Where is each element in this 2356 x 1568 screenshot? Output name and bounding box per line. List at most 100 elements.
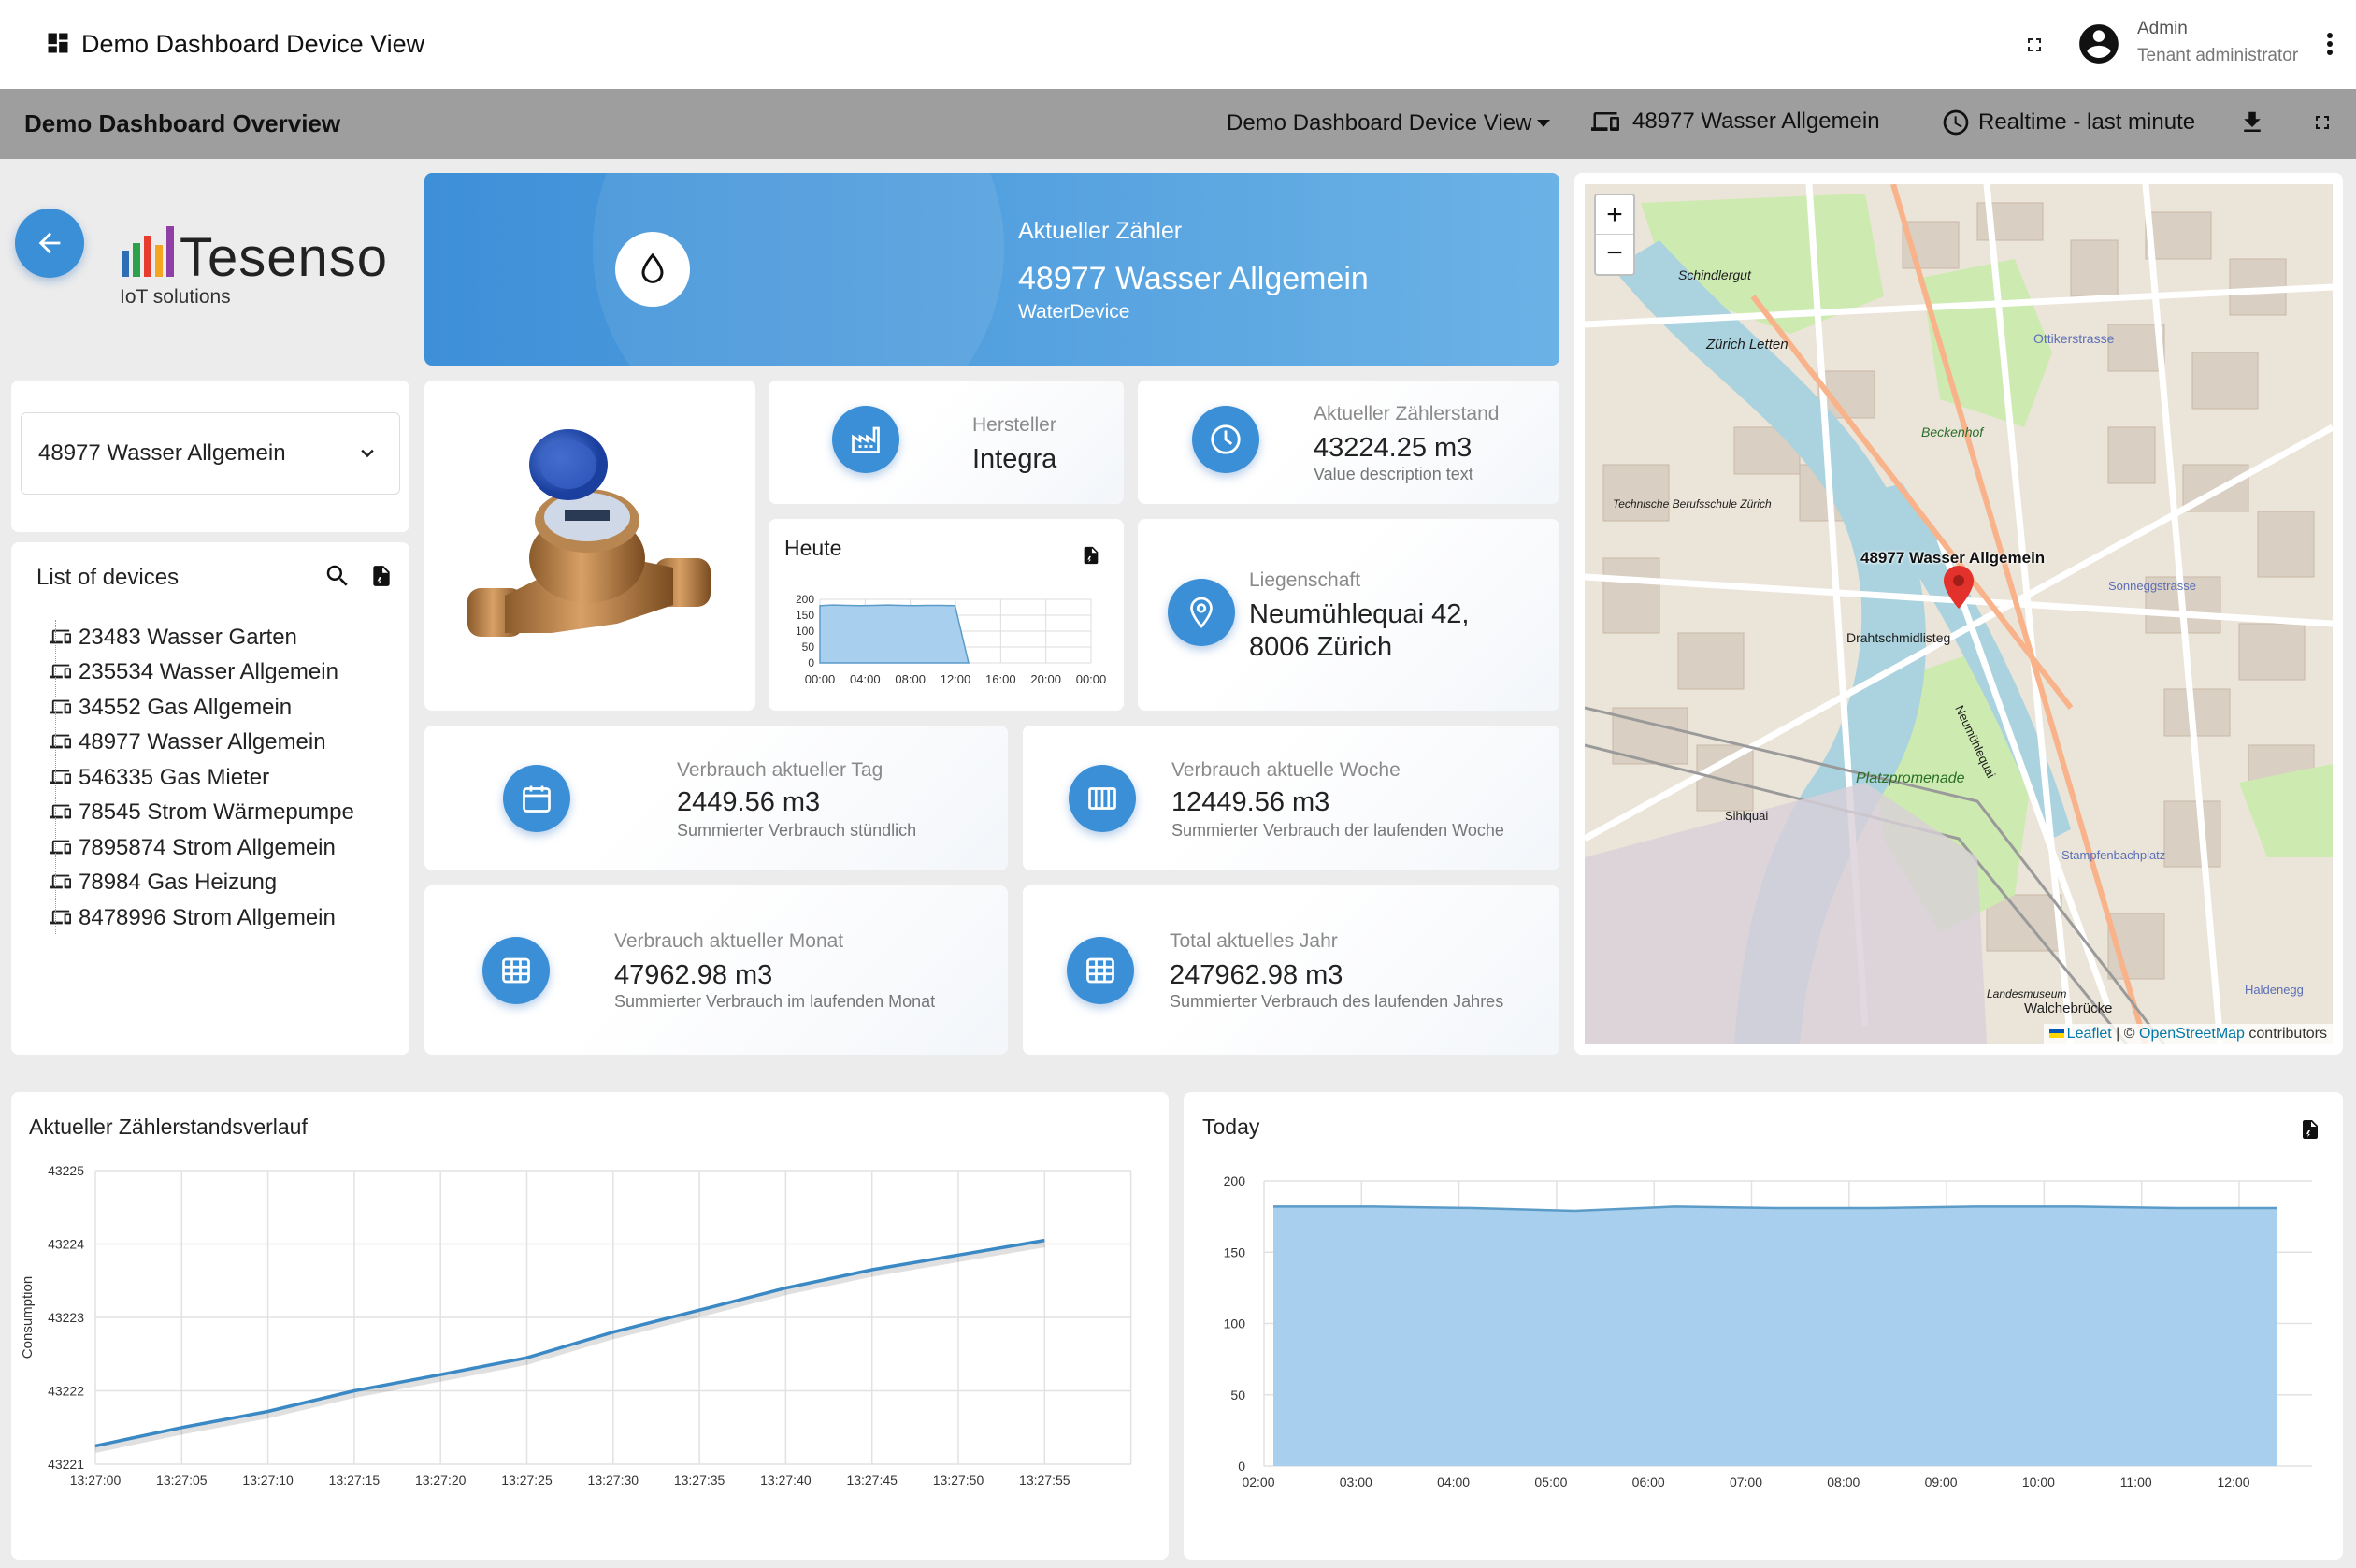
zoom-in-button[interactable]: +	[1596, 195, 1633, 235]
series-line	[1273, 1205, 2277, 1213]
account-icon[interactable]	[2076, 21, 2122, 67]
top-bar: Demo Dashboard Device View Admin Tenant …	[0, 0, 2356, 89]
device-list-item-label: 23483 Wasser Garten	[79, 624, 297, 650]
stat-card-month: Verbrauch aktueller Monat 47962.98 m3 Su…	[424, 885, 1008, 1055]
back-button[interactable]	[15, 209, 84, 278]
search-icon[interactable]	[323, 562, 352, 590]
stat-desc: Summierter Verbrauch des laufenden Jahre…	[1170, 992, 1504, 1011]
location-badge	[1168, 579, 1235, 646]
dashboard-state-select[interactable]: Demo Dashboard Device View	[1227, 110, 1551, 137]
device-list-item[interactable]: 8478996 Strom Allgemein	[49, 900, 404, 936]
device-list-item[interactable]: 78545 Strom Wärmepumpe	[49, 796, 404, 831]
x-tick-label: 13:27:25	[501, 1473, 553, 1488]
device-list-item[interactable]: 48977 Wasser Allgemein	[49, 726, 404, 761]
chart-title: Today	[1202, 1115, 1260, 1139]
heute-ytick: 200	[796, 594, 814, 606]
calendar-icon	[523, 785, 551, 813]
device-icon	[49, 837, 75, 859]
y-tick-label: 43223	[48, 1310, 84, 1325]
logo-tagline: IoT solutions	[120, 286, 231, 308]
heute-xtick: 00:00	[805, 672, 836, 686]
stat-value: 47962.98 m3	[614, 960, 773, 990]
device-list-item[interactable]: 23483 Wasser Garten	[49, 620, 404, 655]
zoom-control: + −	[1594, 194, 1635, 276]
map-view[interactable]: Schindlergut Zürich Letten Beckenhof Ott…	[1585, 184, 2333, 1044]
tesenso-logo: Tesenso IoT solutions	[120, 224, 387, 313]
x-tick-label: 06:00	[1632, 1474, 1665, 1489]
device-select[interactable]: 48977 Wasser Allgemein	[21, 412, 400, 495]
timewindow-label: Realtime - last minute	[1978, 109, 2196, 135]
x-tick-label: 02:00	[1242, 1474, 1274, 1489]
current-meter-header: Aktueller Zähler 48977 Wasser Allgemein …	[424, 173, 1559, 366]
factory-badge	[832, 406, 899, 473]
device-list-item[interactable]: 235534 Wasser Allgemein	[49, 655, 404, 691]
y-tick-label: 43222	[48, 1384, 84, 1399]
download-icon[interactable]	[2238, 107, 2266, 138]
stat-label: Verbrauch aktueller Tag	[677, 759, 884, 781]
fullscreen-dashboard-icon[interactable]	[2311, 111, 2335, 136]
device-list-item[interactable]: 78984 Gas Heizung	[49, 866, 404, 901]
device-list-item[interactable]: 546335 Gas Mieter	[49, 760, 404, 796]
heute-xtick: 08:00	[895, 672, 926, 686]
manufacturer-label: Hersteller	[972, 414, 1056, 436]
zoom-out-button[interactable]: −	[1606, 237, 1623, 268]
map-label: Zürich Letten	[1705, 337, 1789, 352]
map-label: Technische Berufsschule Zürich	[1613, 497, 1772, 511]
fullscreen-icon[interactable]	[2022, 33, 2047, 57]
page-title: Demo Dashboard Device View	[81, 30, 425, 58]
x-tick-label: 13:27:10	[242, 1473, 294, 1488]
dashboard-title: Demo Dashboard Overview	[24, 109, 341, 137]
heute-xtick: 00:00	[1076, 672, 1107, 686]
stat-value: 247962.98 m3	[1170, 960, 1343, 990]
entity-selector[interactable]: 48977 Wasser Allgemein	[1589, 108, 1880, 136]
map-label: Beckenhof	[1921, 424, 1985, 439]
map-marker-icon[interactable]	[1944, 566, 1974, 609]
device-icon	[49, 907, 75, 929]
heute-card: Heute 200 150 100 50 0 00:00 04:00 08:00 12:00 16…	[769, 519, 1124, 711]
export-file-icon[interactable]	[1081, 543, 1101, 568]
map-label: Platzpromenade	[1856, 770, 1965, 786]
heute-xtick: 12:00	[941, 672, 971, 686]
clock-icon	[1941, 108, 1971, 137]
device-list-item-label: 34552 Gas Allgemein	[79, 694, 293, 720]
device-list-item[interactable]: 7895874 Strom Allgemein	[49, 830, 404, 866]
meter-image-card	[424, 381, 755, 711]
stat-value: 2449.56 m3	[677, 787, 821, 817]
x-tick-label: 09:00	[1925, 1474, 1958, 1489]
map-label: Ottikerstrasse	[2033, 331, 2115, 346]
x-tick-label: 10:00	[2022, 1474, 2055, 1489]
device-icon	[49, 767, 75, 789]
heute-ytick: 100	[796, 625, 814, 638]
property-label: Liegenschaft	[1249, 569, 1361, 591]
grid-icon	[502, 957, 530, 984]
device-list-item-label: 235534 Wasser Allgemein	[79, 659, 338, 685]
osm-link[interactable]: OpenStreetMap	[2139, 1026, 2245, 1042]
year-badge	[1067, 937, 1134, 1004]
dashboard-grid-icon	[45, 30, 71, 56]
x-tick-label: 13:27:00	[70, 1473, 122, 1488]
more-vert-icon[interactable]	[2319, 31, 2341, 57]
heute-area	[819, 604, 970, 664]
timewindow-selector[interactable]: Realtime - last minute	[1941, 108, 2195, 137]
property-address-line1: Neumühlequai 42,	[1249, 599, 1470, 629]
stat-desc: Summierter Verbrauch der laufenden Woche	[1171, 821, 1504, 840]
stat-card-year: Total aktuelles Jahr 247962.98 m3 Summie…	[1023, 885, 1559, 1055]
export-file-icon[interactable]	[369, 562, 394, 590]
map-card: Schindlergut Zürich Letten Beckenhof Ott…	[1574, 173, 2343, 1055]
view-week-icon	[1088, 787, 1116, 810]
map-attribution: Leaflet | © OpenStreetMap contributors	[2043, 1024, 2333, 1044]
leaflet-flag-icon	[2048, 1029, 2064, 1038]
factory-icon	[852, 426, 880, 453]
week-badge	[1069, 765, 1136, 832]
leaflet-link[interactable]: Leaflet	[2066, 1026, 2112, 1042]
device-list-item[interactable]: 34552 Gas Allgemein	[49, 690, 404, 726]
series-line	[94, 1238, 1045, 1448]
export-file-icon[interactable]	[2299, 1116, 2321, 1143]
x-tick-label: 13:27:35	[674, 1473, 725, 1488]
property-card: Liegenschaft Neumühlequai 42, 8006 Züric…	[1138, 519, 1559, 711]
y-tick-label: 0	[1238, 1459, 1245, 1474]
today-chart: 200 150 100 50 002:00 03:00 04:00 05:00 06:00 07:…	[1224, 1173, 2312, 1489]
logo-brand: Tesenso	[180, 227, 389, 288]
grid-icon	[1086, 957, 1114, 984]
